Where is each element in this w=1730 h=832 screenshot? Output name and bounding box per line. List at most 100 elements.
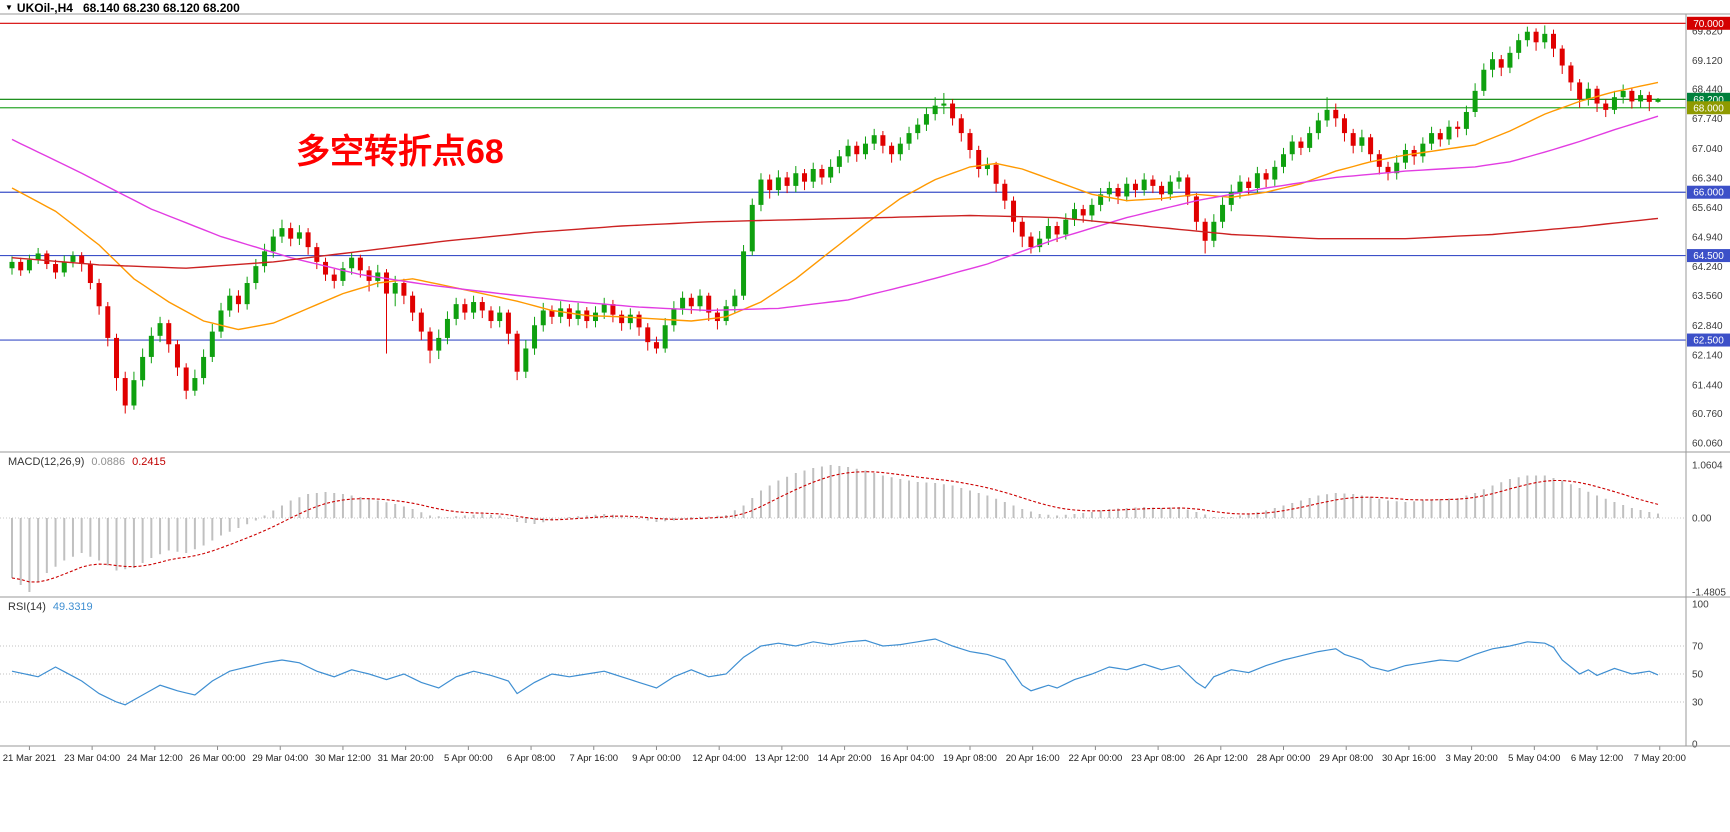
rsi-axis-label: 50 <box>1692 670 1704 681</box>
time-axis-label: 6 May 12:00 <box>1571 753 1623 764</box>
candle-down <box>114 337 120 379</box>
rsi-axis-label: 100 <box>1692 600 1709 611</box>
candle-up <box>70 255 76 262</box>
candle-up <box>627 314 633 324</box>
candle-up <box>1324 109 1330 121</box>
price-scale[interactable]: 69.820 69.120 68.440 67.740 67.040 66.340 65.6… <box>1687 16 1730 751</box>
candle-up <box>1611 97 1617 110</box>
candle-up <box>671 308 677 326</box>
candle-down <box>401 283 407 296</box>
candle-down <box>1115 188 1121 197</box>
candle-down <box>1577 82 1583 100</box>
candle-up <box>1446 126 1452 140</box>
chart-marker-icon: ▼ <box>5 3 13 12</box>
candle-up <box>340 268 346 281</box>
candle-up <box>1124 183 1130 197</box>
candle-up <box>540 310 546 326</box>
candle-up <box>932 105 938 115</box>
time-axis-label: 7 Apr 16:00 <box>569 753 618 764</box>
time-axis-label: 23 Mar 04:00 <box>64 753 120 764</box>
candle-up <box>148 335 154 357</box>
candle-down <box>1011 200 1017 222</box>
candle-up <box>1254 173 1260 188</box>
ma-line-slow-magenta <box>11 115 1659 312</box>
candle-up <box>1037 238 1043 248</box>
price-badge <box>1687 16 1730 30</box>
price-badge <box>1687 249 1730 263</box>
candle-down <box>802 173 808 182</box>
price-scale-label: 60.060 <box>1692 439 1723 450</box>
candle-up <box>749 204 755 252</box>
candle-down <box>314 247 320 262</box>
price-scale-label: 64.240 <box>1692 262 1723 273</box>
macd-indicator-label: MACD(12,26,9) 0.0886 0.2415 <box>8 456 166 468</box>
candle-down <box>549 310 555 317</box>
time-axis-label: 5 Apr 00:00 <box>444 753 493 764</box>
price-scale-label: 69.820 <box>1692 26 1723 37</box>
candle-down <box>1028 236 1034 248</box>
candle-down <box>1150 179 1156 186</box>
candle-up <box>1307 133 1313 148</box>
chart-text-annotation[interactable]: 多空转折点68 <box>296 133 504 171</box>
candle-down <box>1019 221 1025 237</box>
time-axis-label: 23 Apr 08:00 <box>1131 753 1185 764</box>
candle-down <box>610 304 616 315</box>
candle-up <box>1167 181 1173 195</box>
candle-up <box>793 173 799 186</box>
candle-down <box>357 257 363 271</box>
candle-up <box>1420 143 1426 157</box>
price-badge-label: 68.200 <box>1693 95 1724 106</box>
candle-down <box>1437 133 1443 140</box>
candle-down <box>1298 141 1304 148</box>
candle-up <box>941 103 947 106</box>
candle-up <box>1620 90 1626 98</box>
price-scale-label: 67.040 <box>1692 144 1723 155</box>
candle-up <box>253 266 259 284</box>
rsi-axis-label: 70 <box>1692 642 1704 653</box>
price-badge-label: 70.000 <box>1693 19 1724 30</box>
candle-down <box>44 253 50 265</box>
candle-down <box>1550 33 1556 49</box>
candle-up <box>1098 194 1104 205</box>
candle-down <box>1002 183 1008 201</box>
chart-symbol-period: UKOil-,H4 <box>16 1 73 15</box>
candle-down <box>958 118 964 134</box>
candle-down <box>1350 133 1356 146</box>
candle-up <box>1507 52 1513 68</box>
time-axis-label: 30 Mar 12:00 <box>315 753 371 764</box>
candle-down <box>1568 65 1574 83</box>
candle-up <box>1272 166 1278 180</box>
candle-up <box>35 253 41 260</box>
candle-down <box>166 323 172 345</box>
candle-up <box>1481 69 1487 91</box>
candle-down <box>976 149 982 169</box>
candle-up <box>984 164 990 169</box>
candle-up <box>1402 149 1408 163</box>
candle-up <box>1289 141 1295 155</box>
candle-up <box>523 348 529 372</box>
candle-down <box>323 261 329 275</box>
candle-up <box>1281 154 1287 167</box>
candle-up <box>296 232 302 239</box>
candle-down <box>96 283 102 307</box>
chart-ohlc-values: 68.140 68.230 68.120 68.200 <box>82 1 240 15</box>
chart-title: ▼ UKOil-,H4 68.140 68.230 68.120 68.200 <box>5 1 240 15</box>
candle-up <box>9 261 15 269</box>
candle-up <box>349 257 355 269</box>
candle-up <box>26 259 32 271</box>
candle-down <box>87 264 93 284</box>
candle-up <box>1490 59 1496 70</box>
candle-up <box>1638 95 1644 102</box>
price-badge <box>1687 101 1730 115</box>
time-scale[interactable]: 21 Mar 2021 23 Mar 04:00 24 Mar 12:00 26 Ma… <box>3 746 1686 764</box>
candle-up <box>845 145 851 157</box>
candle-down <box>1368 137 1374 155</box>
candle-up <box>915 124 921 134</box>
candle-up <box>131 380 137 406</box>
candle-down <box>1054 226 1060 235</box>
candle-up <box>1220 204 1226 222</box>
candle-up <box>732 295 738 307</box>
candle-up <box>61 261 67 273</box>
